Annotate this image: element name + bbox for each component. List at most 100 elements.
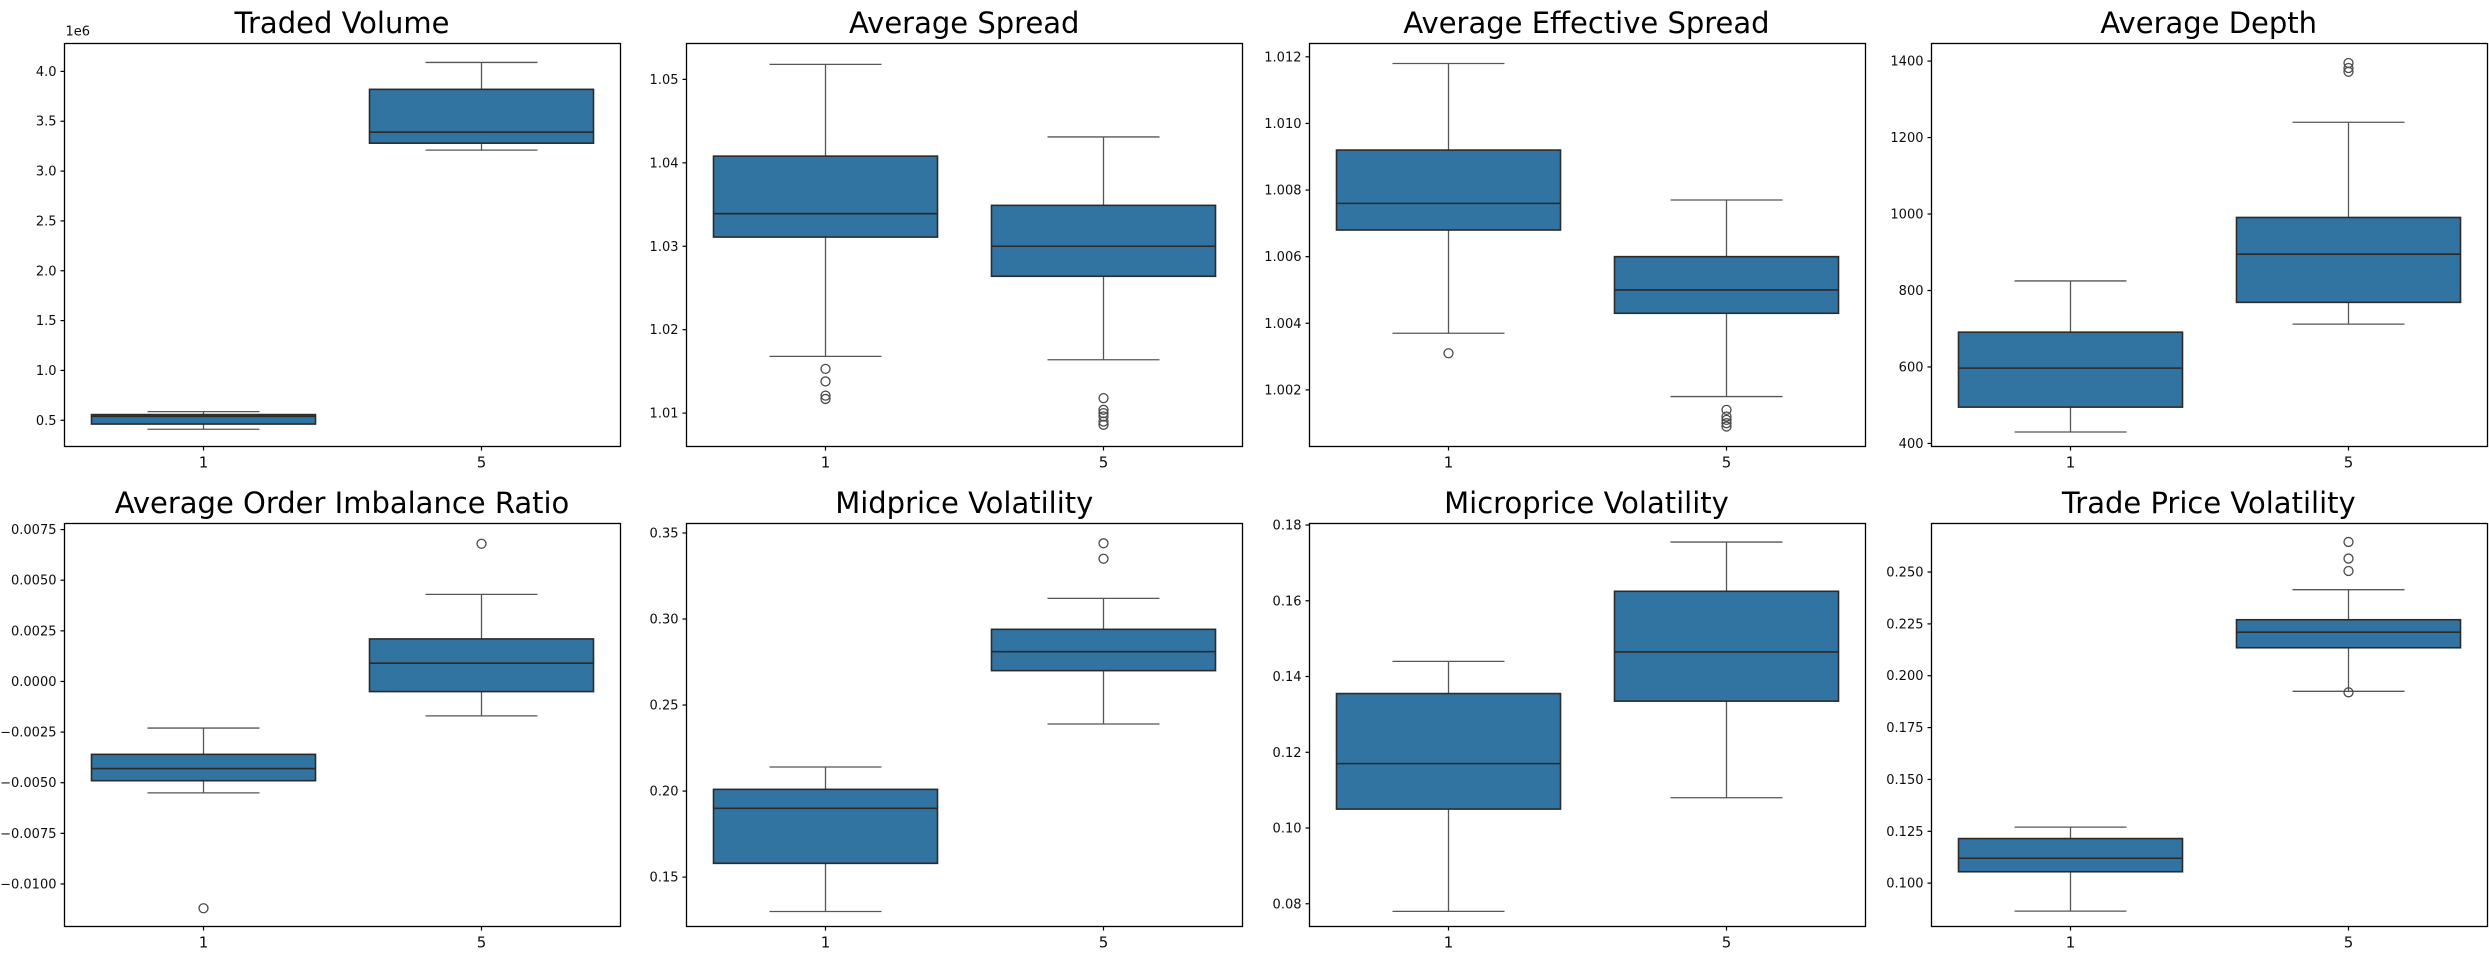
y-tick-label: 0.250 bbox=[1886, 566, 1923, 581]
y-tick-label: 0.175 bbox=[1886, 721, 1923, 736]
outlier-point bbox=[1098, 538, 1109, 549]
y-tick-label: −0.0025 bbox=[0, 726, 56, 741]
outlier-point bbox=[198, 903, 209, 914]
y-tick-label: 400 bbox=[1898, 437, 1923, 452]
chart-title: Midprice Volatility bbox=[835, 486, 1094, 520]
y-tick-label: 0.225 bbox=[1886, 617, 1923, 632]
y-tick-label: 0.35 bbox=[650, 526, 679, 541]
outlier-point bbox=[476, 538, 487, 549]
y-tick-label: 1.04 bbox=[650, 156, 679, 171]
box bbox=[1613, 590, 1839, 702]
boxplot-canvas-microprice-volatility: 0.08 0.10 0.12 0.14 0.16 0.18 1 5 bbox=[1272, 519, 1866, 952]
boxplot-canvas-trade-price-volatility: 0.100 0.125 0.150 0.175 0.200 0.225 0.250 1 5 bbox=[1886, 522, 2488, 952]
x-tick-label: 1 bbox=[199, 934, 209, 952]
panel-average-effective-spread: Average Effective Spread 1.002 1.004 1.006… bbox=[1245, 0, 1867, 480]
outlier-point bbox=[820, 393, 831, 405]
y-tick-label: 0.10 bbox=[1272, 822, 1301, 837]
outlier-point bbox=[1720, 414, 1732, 426]
y-tick-label: 0.100 bbox=[1886, 877, 1923, 892]
box bbox=[2235, 618, 2462, 649]
panel-traded-volume: Traded Volume 0.5 1.0 1.5 2.0 2.5 3.0 3.5 4.0 1e… bbox=[0, 0, 622, 480]
y-tick-label: −0.0075 bbox=[0, 827, 56, 842]
y-tick-label: 1.02 bbox=[650, 323, 679, 338]
x-tick-label: 5 bbox=[1099, 934, 1109, 952]
y-tick-label: 800 bbox=[1898, 284, 1923, 299]
outlier-point bbox=[1720, 404, 1732, 416]
x-tick-label: 1 bbox=[1443, 934, 1453, 952]
y-tick-label: 1.05 bbox=[650, 73, 679, 88]
chart-title: Microprice Volatility bbox=[1444, 486, 1729, 520]
box bbox=[368, 88, 595, 144]
outlier-point bbox=[1098, 553, 1109, 564]
y-tick-label: 1.002 bbox=[1264, 383, 1301, 398]
outlier-point bbox=[2343, 553, 2354, 564]
y-tick-label: 1.010 bbox=[1264, 117, 1301, 132]
y-tick-label: −0.0050 bbox=[0, 776, 56, 791]
y-tick-label: 0.0025 bbox=[11, 624, 57, 639]
y-tick-label: 0.08 bbox=[1272, 897, 1301, 912]
box bbox=[1957, 331, 2184, 408]
y-tick-label: 0.200 bbox=[1886, 669, 1923, 684]
outlier-point bbox=[820, 363, 831, 375]
outlier-point bbox=[1098, 404, 1109, 415]
chart-title: Average Spread bbox=[849, 6, 1080, 40]
x-tick-label: 5 bbox=[2343, 934, 2353, 952]
outlier-point bbox=[1720, 411, 1732, 422]
y-tick-label: 0.15 bbox=[650, 871, 679, 886]
box bbox=[1613, 255, 1839, 315]
y-tick-label: 1.004 bbox=[1264, 317, 1301, 332]
outlier-point bbox=[1098, 411, 1109, 422]
outlier-point bbox=[1098, 419, 1109, 430]
y-tick-label: 0.14 bbox=[1272, 670, 1301, 685]
y-tick-label: 0.0050 bbox=[11, 574, 57, 589]
y-tick-label: 1200 bbox=[1890, 131, 1923, 146]
x-tick-label: 5 bbox=[1721, 934, 1731, 952]
box bbox=[990, 204, 1217, 278]
y-tick-label: 1.006 bbox=[1264, 250, 1301, 265]
boxplot-canvas-average-spread: 1.01 1.02 1.03 1.04 1.05 1 5 bbox=[650, 42, 1244, 472]
box bbox=[90, 753, 317, 782]
y-tick-label: 1.01 bbox=[650, 407, 679, 422]
y-tick-label: 1000 bbox=[1890, 208, 1923, 223]
x-tick-label: 1 bbox=[2065, 454, 2075, 472]
y-tick-label: 3.5 bbox=[36, 115, 57, 130]
panel-average-depth: Average Depth 400 600 800 1000 1200 1400 1 5 bbox=[1867, 0, 2489, 480]
boxplot-canvas-average-depth: 400 600 800 1000 1200 1400 1 5 bbox=[1890, 42, 2488, 472]
outlier-point bbox=[1098, 407, 1109, 419]
panel-average-order-imbalance-ratio: Average Order Imbalance Ratio 0.0075 0.00… bbox=[0, 480, 622, 960]
boxplot-canvas-traded-volume: 0.5 1.0 1.5 2.0 2.5 3.0 3.5 4.0 1e6 1 5 bbox=[36, 25, 622, 472]
panel-microprice-volatility: Microprice Volatility 0.08 0.10 0.12 0.14 0.… bbox=[1245, 480, 1867, 960]
box bbox=[990, 628, 1217, 672]
y-tick-label: 0.18 bbox=[1272, 519, 1301, 534]
chart-title: Average Order Imbalance Ratio bbox=[114, 486, 570, 520]
boxplot-canvas-average-order-imbalance-ratio: 0.0075 0.0050 0.0025 0.0000 −0.0025 −0.0050 −0… bbox=[0, 522, 622, 952]
box bbox=[1335, 149, 1561, 231]
chart-title: Average Effective Spread bbox=[1403, 6, 1770, 40]
box bbox=[2235, 216, 2462, 304]
y-tick-label: 4.0 bbox=[36, 65, 57, 80]
y-tick-label: 600 bbox=[1898, 360, 1923, 375]
y-tick-label: 0.125 bbox=[1886, 825, 1923, 840]
box bbox=[712, 155, 939, 238]
y-tick-label: 2.0 bbox=[36, 264, 57, 279]
y-tick-label: −0.0100 bbox=[0, 877, 56, 892]
y-tick-label: 0.12 bbox=[1272, 746, 1301, 761]
outlier-point bbox=[2343, 687, 2354, 698]
outlier-point bbox=[2343, 62, 2354, 74]
outlier-point bbox=[1720, 421, 1732, 432]
y-tick-label: 0.5 bbox=[36, 414, 57, 429]
y-tick-label: 0.30 bbox=[650, 613, 679, 628]
boxplot-canvas-average-effective-spread: 1.002 1.004 1.006 1.008 1.010 1.012 1 5 bbox=[1264, 42, 1866, 472]
panel-midprice-volatility: Midprice Volatility 0.15 0.20 0.25 0.30 0.35… bbox=[622, 480, 1244, 960]
panel-average-spread: Average Spread 1.01 1.02 1.03 1.04 1.05 1 5 bbox=[622, 0, 1244, 480]
chart-title: Traded Volume bbox=[234, 6, 450, 40]
box bbox=[90, 413, 317, 425]
y-tick-label: 2.5 bbox=[36, 214, 57, 229]
y-tick-label: 1.012 bbox=[1264, 50, 1301, 65]
y-tick-label: 1.5 bbox=[36, 314, 57, 329]
y-tick-label: 0.0000 bbox=[11, 675, 57, 690]
y-tick-label: 0.16 bbox=[1272, 594, 1301, 609]
outlier-point bbox=[820, 376, 831, 387]
outlier-point bbox=[1720, 418, 1732, 429]
